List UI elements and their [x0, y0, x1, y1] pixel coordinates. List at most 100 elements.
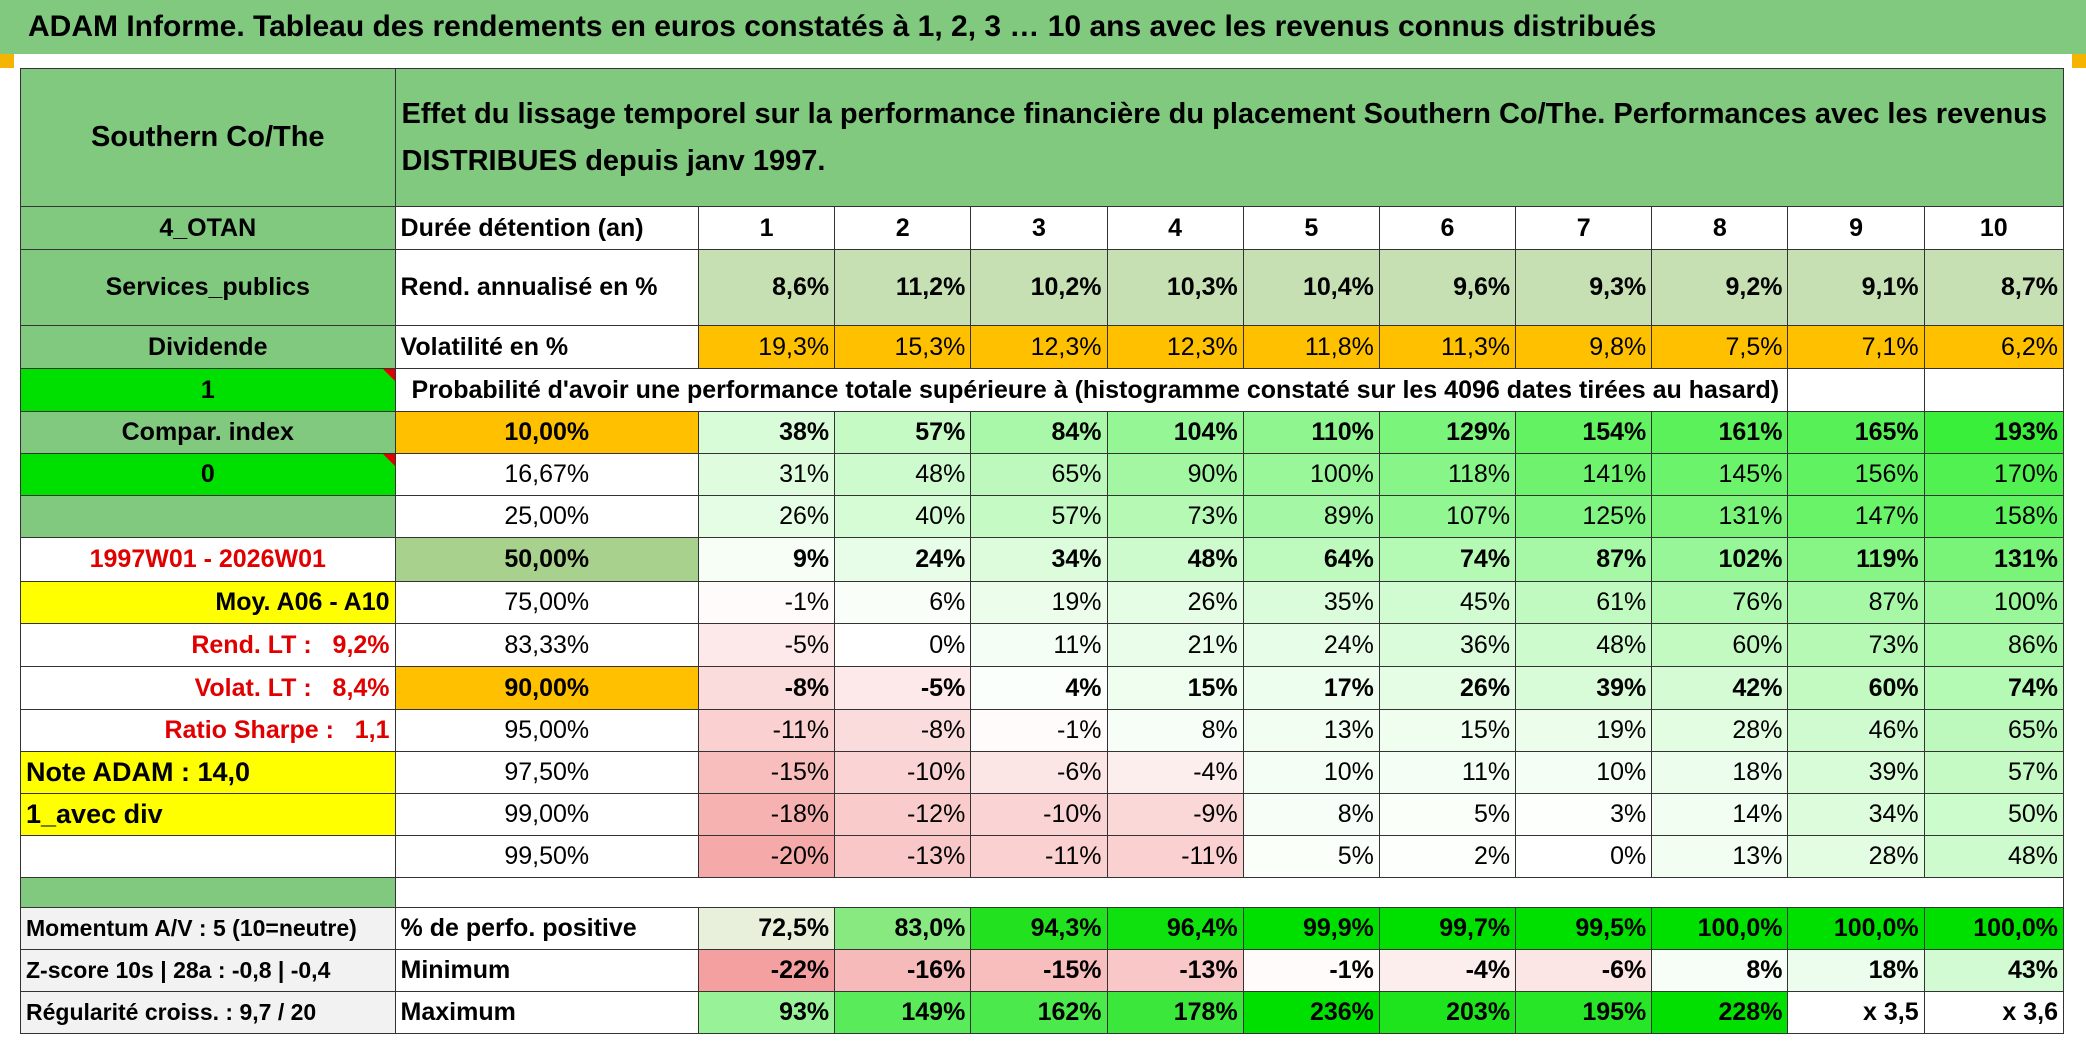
table-row: Moy. A06 - A10 75,00% -1% 6% 19% 26% 35%… — [20, 581, 2065, 624]
perf-cell: -11% — [1106, 835, 1244, 878]
perf-cell: -5% — [697, 623, 836, 667]
percentile-label: 97,50% — [394, 751, 699, 794]
perf-cell: 28% — [1651, 709, 1789, 752]
perf-cell: -1% — [970, 709, 1108, 752]
perf-cell: 87% — [1515, 537, 1653, 582]
return-value: 10,2% — [970, 249, 1108, 326]
minimum-cell: 18% — [1787, 949, 1925, 992]
asset-name: Southern Co/The — [20, 68, 396, 207]
perf-cell: -6% — [970, 751, 1108, 794]
perf-cell: 65% — [970, 453, 1108, 496]
perf-cell: 34% — [1787, 793, 1925, 836]
perf-cell: -15% — [697, 751, 836, 794]
perf-cell: -8% — [697, 666, 836, 710]
maximum-cell: 203% — [1378, 991, 1517, 1034]
volatility-value: 7,5% — [1651, 325, 1789, 369]
perf-cell: 74% — [1378, 537, 1517, 582]
minimum-label: Minimum — [394, 949, 699, 992]
return-value: 10,4% — [1242, 249, 1380, 326]
perf-cell: 11% — [1378, 751, 1517, 794]
sharpe-ratio-value: 1,1 — [354, 716, 390, 744]
perf-cell: 18% — [1651, 751, 1789, 794]
empty-side-cell — [20, 495, 396, 538]
perf-cell: 39% — [1515, 666, 1653, 710]
volatility-row: Dividende Volatilité en % 19,3% 15,3% 12… — [20, 325, 2065, 369]
spacer-cell — [394, 877, 2065, 908]
empty-cell — [1923, 368, 2065, 412]
year-header: 2 — [834, 206, 972, 250]
flag-one-cell[interactable]: 1 — [20, 368, 396, 412]
flag-zero-cell[interactable]: 0 — [20, 453, 396, 496]
positive-cell: 83,0% — [834, 907, 972, 950]
perf-cell: 48% — [1923, 835, 2065, 878]
year-header: 7 — [1515, 206, 1653, 250]
sharpe-ratio-label: Ratio Sharpe : — [164, 716, 334, 744]
perf-cell: 100% — [1923, 581, 2065, 624]
positive-cell: 100,0% — [1651, 907, 1789, 950]
percentile-label: 75,00% — [394, 581, 699, 624]
perf-cell: -8% — [834, 709, 972, 752]
perf-cell: -20% — [697, 835, 836, 878]
return-value: 8,6% — [697, 249, 836, 326]
maximum-cell: 228% — [1651, 991, 1789, 1034]
volatility-value: 9,8% — [1515, 325, 1653, 369]
perf-cell: 15% — [1106, 666, 1244, 710]
momentum-label: Momentum A/V : 5 (10=neutre) — [20, 907, 396, 950]
perf-cell: 57% — [834, 411, 972, 454]
perf-cell: 10% — [1242, 751, 1380, 794]
return-value: 8,7% — [1923, 249, 2065, 326]
sector-label: Services_publics — [20, 249, 396, 326]
table-row: Compar. index 10,00% 38% 57% 84% 104% 11… — [20, 411, 2065, 454]
perf-cell: 110% — [1242, 411, 1380, 454]
zone-label: 4_OTAN — [20, 206, 396, 250]
maximum-cell: x 3,6 — [1923, 991, 2065, 1034]
perf-cell: 119% — [1787, 537, 1925, 582]
perf-cell: 57% — [970, 495, 1108, 538]
year-header: 8 — [1651, 206, 1789, 250]
positive-cell: 100,0% — [1923, 907, 2065, 950]
perf-cell: 40% — [834, 495, 972, 538]
sharpe-ratio: Ratio Sharpe : 1,1 — [20, 709, 396, 752]
maximum-cell: 195% — [1515, 991, 1653, 1034]
perf-cell: 48% — [1515, 623, 1653, 667]
long-term-volatility-value: 8,4% — [332, 673, 390, 702]
perf-cell: 9% — [697, 537, 836, 582]
perf-cell: 64% — [1242, 537, 1380, 582]
perf-cell: 156% — [1787, 453, 1925, 496]
perf-cell: 19% — [970, 581, 1108, 624]
return-value: 9,6% — [1378, 249, 1517, 326]
volatility-value: 19,3% — [697, 325, 836, 369]
perf-cell: 13% — [1242, 709, 1380, 752]
perf-cell: 65% — [1923, 709, 2065, 752]
corner-marker-right — [2072, 54, 2086, 68]
volatility-value: 7,1% — [1787, 325, 1925, 369]
positive-cell: 96,4% — [1106, 907, 1244, 950]
volatility-label: Volatilité en % — [394, 325, 699, 369]
perf-cell: 0% — [834, 623, 972, 667]
perf-cell: 104% — [1106, 411, 1244, 454]
variant-label: 1_avec div — [20, 793, 396, 836]
perf-cell: 141% — [1515, 453, 1653, 496]
percentile-label: 16,67% — [394, 453, 699, 496]
perf-cell: 13% — [1651, 835, 1789, 878]
perf-cell: 28% — [1787, 835, 1925, 878]
perf-cell: 14% — [1651, 793, 1789, 836]
positive-cell: 99,9% — [1242, 907, 1380, 950]
perf-cell: 89% — [1242, 495, 1380, 538]
volatility-value: 15,3% — [834, 325, 972, 369]
perf-cell: 45% — [1378, 581, 1517, 624]
perf-cell: 48% — [1106, 537, 1244, 582]
table-row: Ratio Sharpe : 1,1 95,00% -11% -8% -1% 8… — [20, 709, 2065, 752]
year-header: 1 — [697, 206, 836, 250]
perf-cell: -1% — [697, 581, 836, 624]
perf-cell: 61% — [1515, 581, 1653, 624]
perf-cell: 26% — [697, 495, 836, 538]
mode-label: Dividende — [20, 325, 396, 369]
perf-cell: 131% — [1651, 495, 1789, 538]
maximum-cell: 93% — [697, 991, 836, 1034]
perf-cell: 84% — [970, 411, 1108, 454]
table-row: Volat. LT : 8,4% 90,00% -8% -5% 4% 15% 1… — [20, 666, 2065, 710]
table-row: 0 16,67% 31% 48% 65% 90% 100% 118% 141% … — [20, 453, 2065, 496]
perf-cell: 2% — [1378, 835, 1517, 878]
perf-cell: 147% — [1787, 495, 1925, 538]
